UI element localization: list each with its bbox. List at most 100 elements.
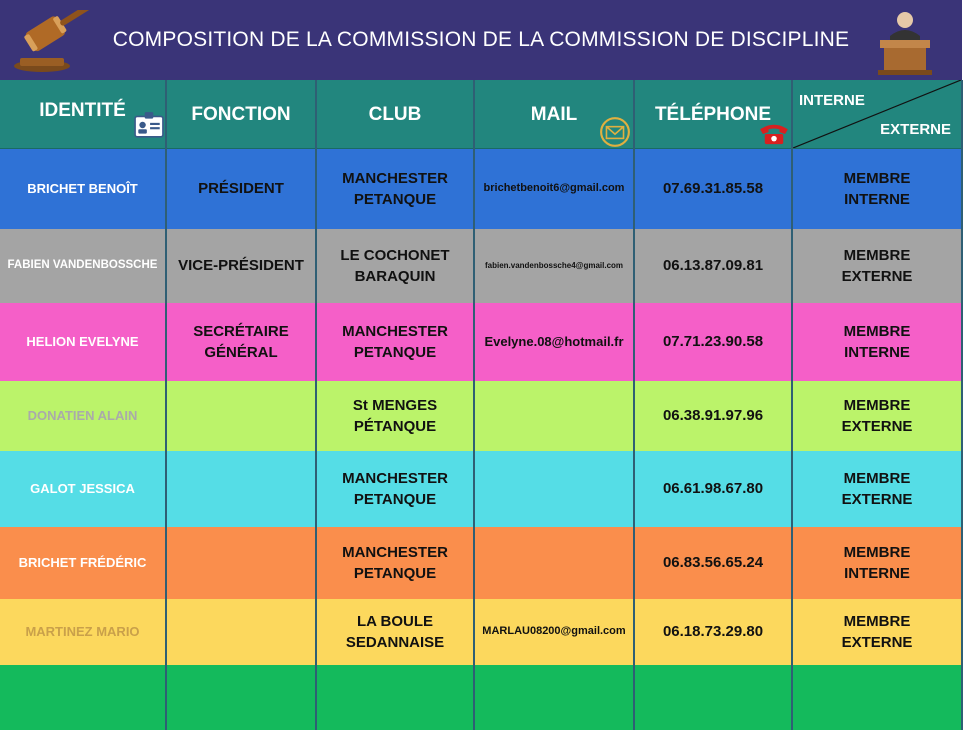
table-row: DONATIEN ALAIN St MENGES PÉTANQUE 06.38.9…	[0, 380, 963, 451]
cell-club: St MENGES PÉTANQUE	[316, 380, 475, 451]
cell-mail	[474, 380, 635, 451]
table-row: GALOT JESSICA MANCHESTER PETANQUE 06.61.9…	[0, 450, 963, 527]
club-line: PETANQUE	[353, 343, 437, 361]
header-identite: IDENTITÉ	[0, 80, 167, 149]
header-interne-externe: INTERNE EXTERNE	[792, 80, 963, 149]
cell-club: MANCHESTER PETANQUE	[316, 148, 475, 229]
table-row: BRICHET BENOÎT PRÉSIDENT MANCHESTER PETAN…	[0, 148, 963, 229]
header-fonction: FONCTION	[166, 80, 317, 149]
header-interne: INTERNE	[799, 92, 865, 109]
membre-line: INTERNE	[844, 564, 910, 582]
cell-identite: DONATIEN ALAIN	[0, 380, 167, 451]
club-line: LE COCHONET	[340, 246, 450, 264]
cell-membre: MEMBRE EXTERNE	[792, 598, 963, 665]
table-header: IDENTITÉ FONCTION CLUB MAIL	[0, 80, 963, 149]
table-row: BRICHET FRÉDÉRIC MANCHESTER PETANQUE 06.8…	[0, 526, 963, 599]
cell-mail	[474, 450, 635, 527]
membre-line: MEMBRE	[843, 322, 911, 340]
cell-membre: MEMBRE INTERNE	[792, 302, 963, 381]
cell-mail: MARLAU08200@gmail.com	[474, 598, 635, 665]
gavel-icon	[14, 10, 107, 72]
cell-club: MANCHESTER PETANQUE	[316, 526, 475, 599]
cell-empty	[474, 664, 635, 730]
cell-membre: MEMBRE INTERNE	[792, 148, 963, 229]
membre-line: MEMBRE	[843, 169, 911, 187]
cell-fonction	[166, 380, 317, 451]
header-mail: MAIL	[474, 80, 635, 149]
membre-line: INTERNE	[844, 190, 910, 208]
cell-mail	[474, 526, 635, 599]
cell-identite: BRICHET FRÉDÉRIC	[0, 526, 167, 599]
banner: COMPOSITION DE LA COMMISSION DE LA COMMI…	[0, 0, 962, 80]
cell-identite: HELION EVELYNE	[0, 302, 167, 381]
cell-fonction	[166, 598, 317, 665]
club-line: St MENGES	[352, 396, 438, 414]
cell-telephone: 06.38.91.97.96	[634, 380, 793, 451]
cell-empty	[0, 664, 167, 730]
cell-membre: MEMBRE EXTERNE	[792, 450, 963, 527]
table-row: FABIEN VANDENBOSSCHE VICE-PRÉSIDENT LE C…	[0, 228, 963, 303]
header-externe: EXTERNE	[880, 121, 951, 138]
cell-empty	[166, 664, 317, 730]
club-line: MANCHESTER	[342, 322, 448, 340]
membre-line: MEMBRE	[843, 612, 911, 630]
cell-empty	[316, 664, 475, 730]
club-line: PETANQUE	[353, 564, 437, 582]
cell-empty	[792, 664, 963, 730]
club-line: LA BOULE	[356, 612, 434, 630]
commission-table: IDENTITÉ FONCTION CLUB MAIL	[0, 80, 963, 730]
membre-line: MEMBRE	[843, 543, 911, 561]
cell-empty	[634, 664, 793, 730]
cell-membre: MEMBRE INTERNE	[792, 526, 963, 599]
fonction-line: GÉNÉRAL	[204, 343, 278, 361]
cell-club: LE COCHONET BARAQUIN	[316, 228, 475, 303]
header-club: CLUB	[316, 80, 475, 149]
membre-line: MEMBRE	[843, 469, 911, 487]
header-label: CLUB	[368, 104, 422, 125]
membre-line: MEMBRE	[843, 246, 911, 264]
cell-mail: brichetbenoit6@gmail.com	[474, 148, 635, 229]
club-line: BARAQUIN	[354, 267, 436, 285]
club-line: MANCHESTER	[342, 169, 448, 187]
header-label: MAIL	[530, 104, 578, 125]
cell-telephone: 07.71.23.90.58	[634, 302, 793, 381]
cell-mail: Evelyne.08@hotmail.fr	[474, 302, 635, 381]
table-row: HELION EVELYNE SECRÉTAIRE GÉNÉRAL MANCHES…	[0, 302, 963, 381]
cell-club: LA BOULE SEDANNAISE	[316, 598, 475, 665]
club-line: MANCHESTER	[342, 543, 448, 561]
cell-identite: GALOT JESSICA	[0, 450, 167, 527]
header-label: TÉLÉPHONE	[654, 104, 772, 125]
judge-icon	[878, 12, 932, 75]
cell-fonction: PRÉSIDENT	[166, 148, 317, 229]
id-card-icon	[134, 112, 164, 138]
cell-membre: MEMBRE EXTERNE	[792, 380, 963, 451]
cell-fonction	[166, 526, 317, 599]
cell-club: MANCHESTER PETANQUE	[316, 450, 475, 527]
envelope-icon	[600, 117, 630, 147]
telephone-icon	[760, 124, 788, 145]
fonction-line: SECRÉTAIRE	[193, 322, 289, 340]
cell-telephone: 06.83.56.65.24	[634, 526, 793, 599]
cell-mail: fabien.vandenbossche4@gmail.com	[474, 228, 635, 303]
cell-identite: BRICHET BENOÎT	[0, 148, 167, 229]
page-title: COMPOSITION DE LA COMMISSION DE LA COMMI…	[112, 28, 850, 51]
club-line: PÉTANQUE	[353, 417, 437, 435]
header-label: FONCTION	[191, 104, 291, 125]
cell-identite: FABIEN VANDENBOSSCHE	[0, 228, 167, 303]
cell-telephone: 07.69.31.85.58	[634, 148, 793, 229]
cell-membre: MEMBRE EXTERNE	[792, 228, 963, 303]
club-line: SEDANNAISE	[345, 633, 445, 651]
cell-fonction: VICE-PRÉSIDENT	[166, 228, 317, 303]
membre-line: EXTERNE	[841, 633, 913, 651]
membre-line: MEMBRE	[843, 396, 911, 414]
membre-line: EXTERNE	[841, 417, 913, 435]
header-telephone: TÉLÉPHONE	[634, 80, 793, 149]
table-row: MARTINEZ MARIO LA BOULE SEDANNAISE MARLAU…	[0, 598, 963, 665]
membre-line: EXTERNE	[841, 490, 913, 508]
membre-line: EXTERNE	[841, 267, 913, 285]
club-line: PETANQUE	[353, 490, 437, 508]
header-label: IDENTITÉ	[39, 100, 126, 121]
club-line: MANCHESTER	[342, 469, 448, 487]
membre-line: INTERNE	[844, 343, 910, 361]
cell-identite: MARTINEZ MARIO	[0, 598, 167, 665]
